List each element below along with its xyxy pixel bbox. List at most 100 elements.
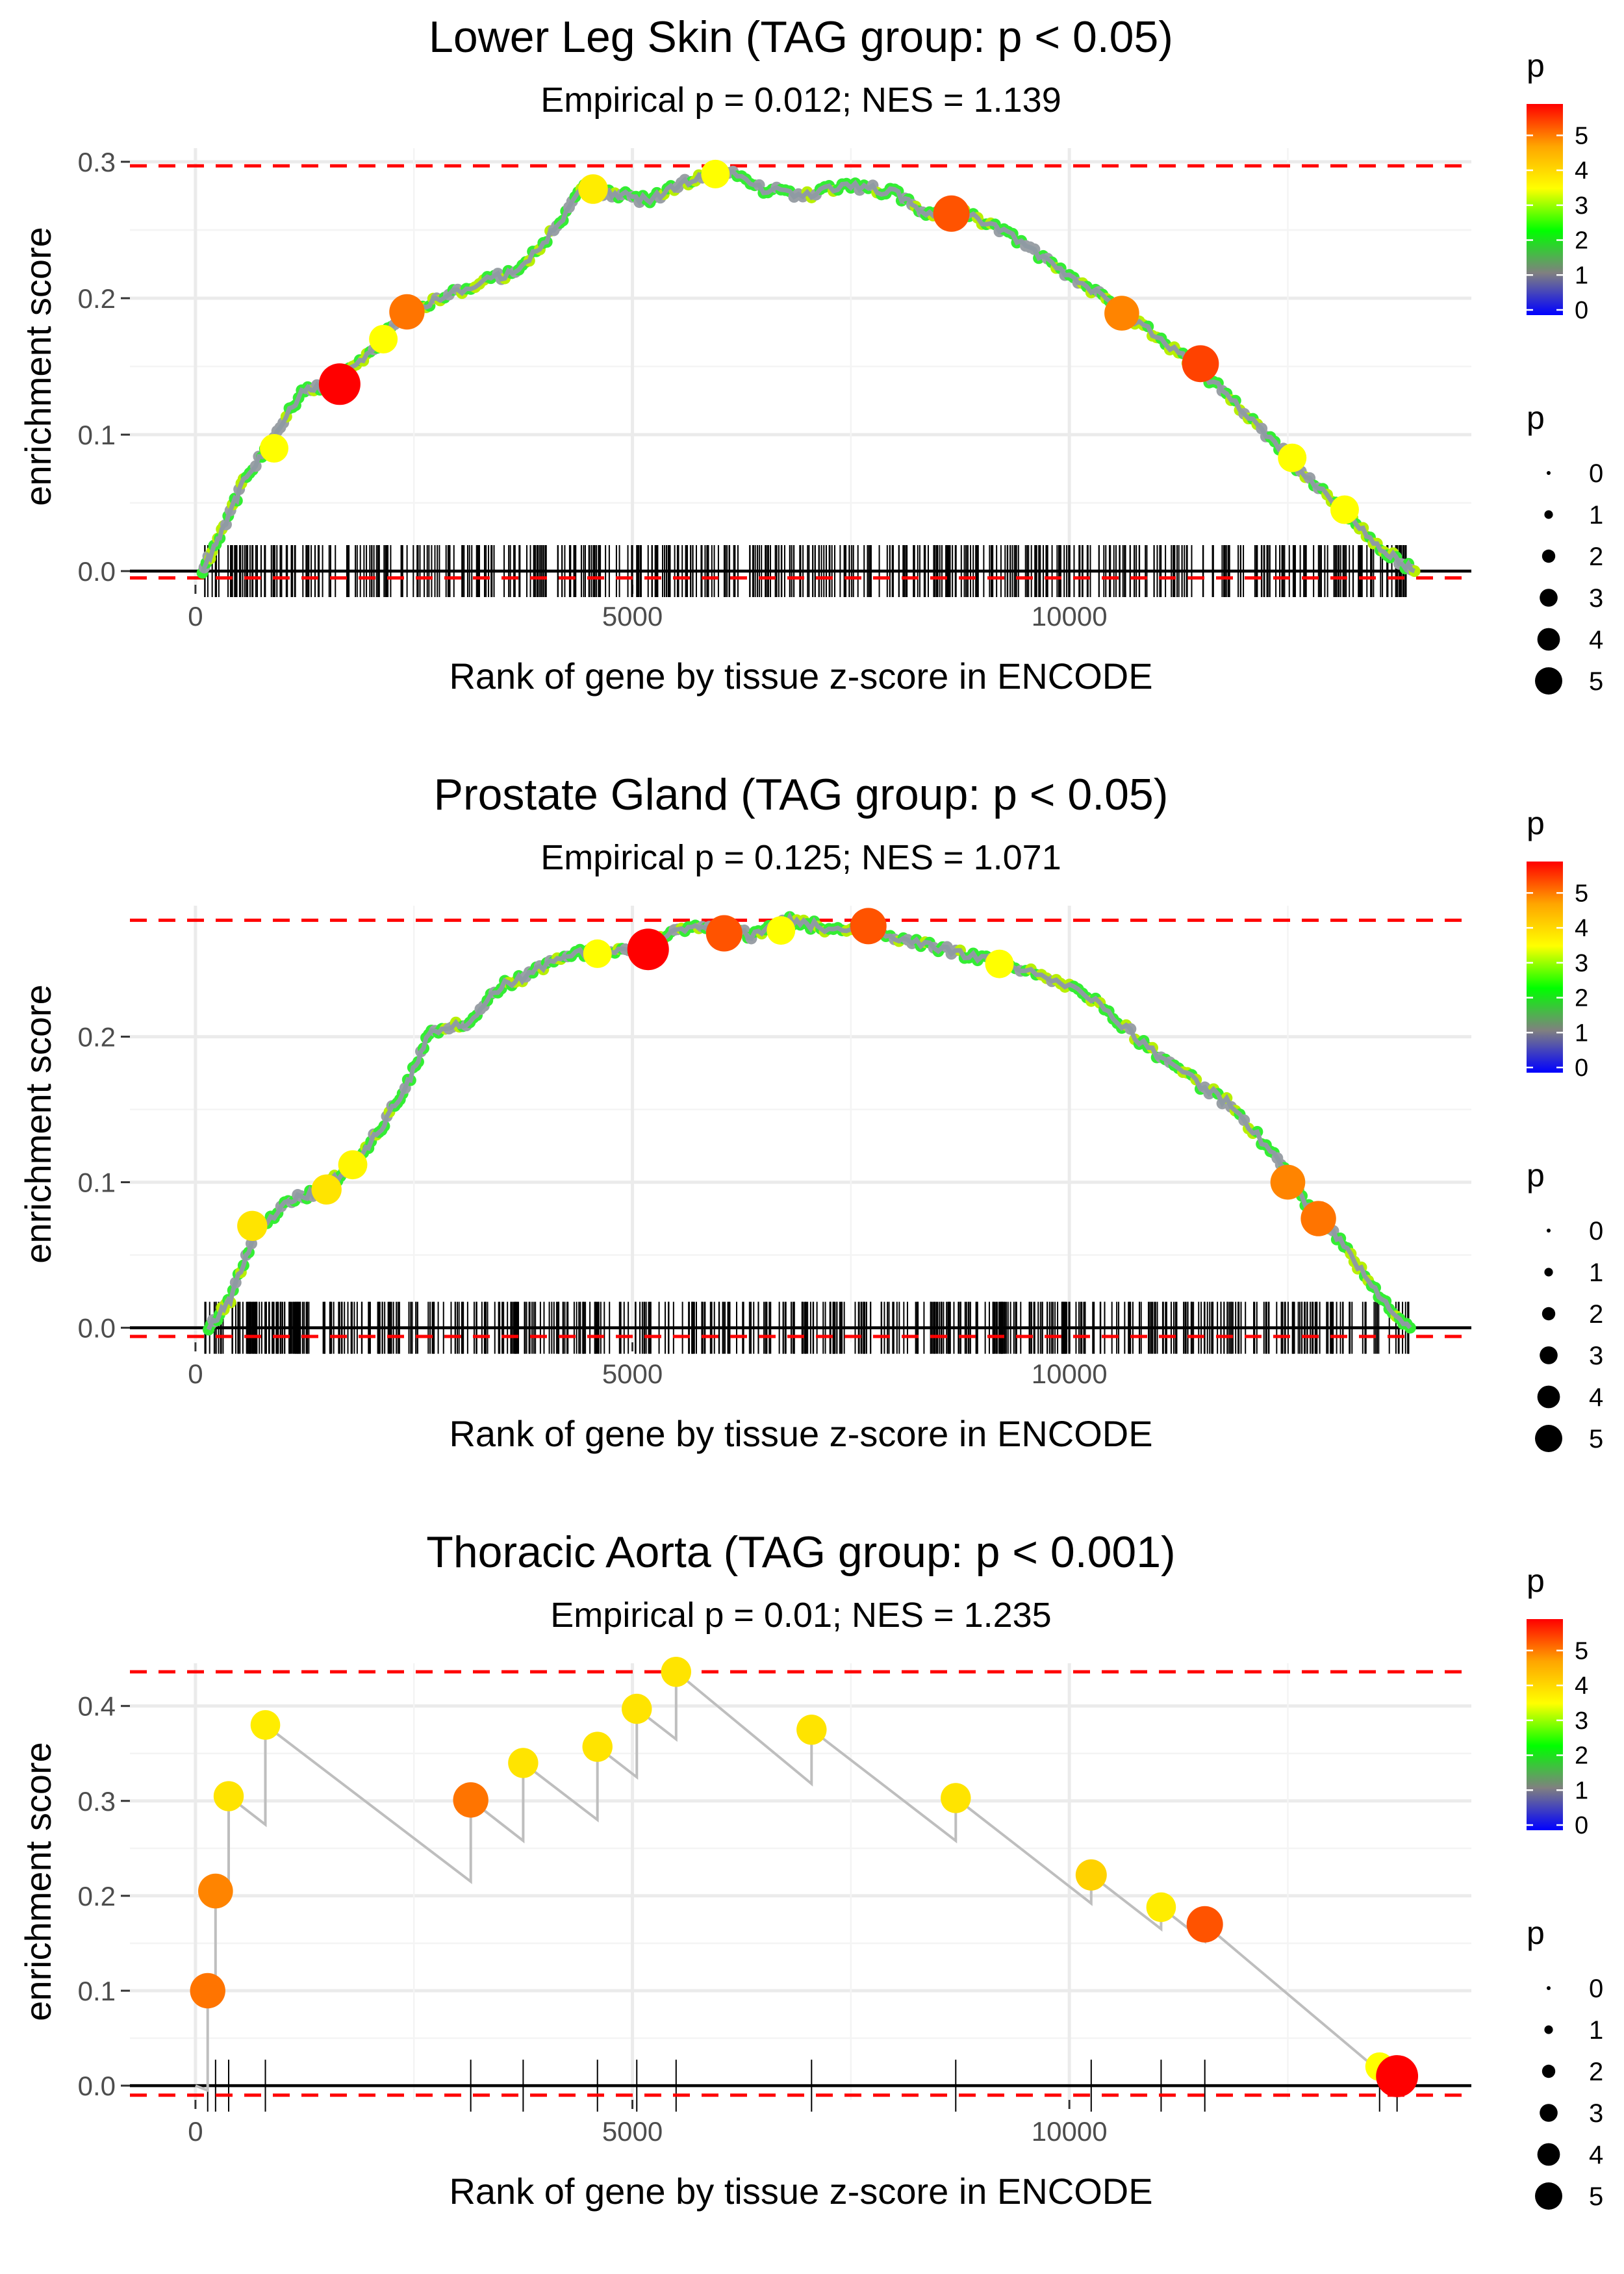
colorbar-tick-label: 5 bbox=[1575, 1637, 1588, 1665]
gene-point bbox=[453, 1782, 488, 1818]
gene-point bbox=[318, 363, 361, 405]
gene-point bbox=[259, 434, 288, 463]
x-axis-label: Rank of gene by tissue z-score in ENCODE bbox=[449, 656, 1152, 696]
size-legend-label: 1 bbox=[1589, 2016, 1603, 2045]
size-legend-dot bbox=[1540, 1346, 1558, 1364]
y-tick-label: 0.0 bbox=[78, 556, 116, 587]
colorbar-tick-label: 1 bbox=[1575, 262, 1588, 289]
x-tick-label: 10000 bbox=[1032, 2116, 1108, 2147]
gene-point bbox=[578, 174, 608, 204]
chart-title: Thoracic Aorta (TAG group: p < 0.001) bbox=[426, 1527, 1175, 1577]
gene-point bbox=[1186, 1906, 1223, 1943]
colorbar-tick-label: 1 bbox=[1575, 1777, 1588, 1804]
gene-point bbox=[1270, 1164, 1306, 1200]
gene-point bbox=[508, 1748, 539, 1778]
colorbar-tick-label: 2 bbox=[1575, 227, 1588, 255]
enrichment-curve bbox=[200, 164, 1415, 574]
y-tick-label: 0.1 bbox=[78, 1168, 116, 1198]
gene-point bbox=[1300, 1201, 1336, 1236]
size-legend-label: 0 bbox=[1589, 1974, 1603, 2003]
gene-point bbox=[796, 1715, 827, 1745]
x-axis-label: Rank of gene by tissue z-score in ENCODE bbox=[449, 1413, 1152, 1454]
x-tick-label: 0 bbox=[188, 2116, 203, 2147]
size-legend-dot bbox=[1537, 1385, 1560, 1409]
gene-point bbox=[933, 195, 970, 232]
significant-points bbox=[237, 908, 1336, 1242]
enrichment-curve bbox=[195, 1668, 1397, 2093]
x-axis-label: Rank of gene by tissue z-score in ENCODE bbox=[449, 2171, 1152, 2212]
significant-points bbox=[190, 1656, 1419, 2097]
size-legend-dot bbox=[1535, 667, 1562, 695]
colorbar-tick-label: 3 bbox=[1575, 1707, 1588, 1735]
size-legend-label: 3 bbox=[1589, 584, 1603, 613]
colorbar-tick-label: 0 bbox=[1575, 297, 1588, 324]
size-legend-dot bbox=[1537, 2143, 1560, 2166]
color-legend-title: p bbox=[1527, 47, 1545, 84]
gene-point bbox=[213, 1781, 244, 1811]
size-legend-dot bbox=[1547, 471, 1551, 475]
gene-point bbox=[627, 928, 669, 971]
chart-subtitle: Empirical p = 0.01; NES = 1.235 bbox=[550, 1596, 1051, 1635]
size-legend-dot bbox=[1547, 1229, 1551, 1233]
gene-point bbox=[661, 1656, 691, 1687]
x-tick-label: 10000 bbox=[1032, 601, 1108, 632]
chart-subtitle: Empirical p = 0.012; NES = 1.139 bbox=[540, 81, 1061, 120]
color-legend-title: p bbox=[1527, 805, 1545, 841]
gene-point bbox=[369, 325, 398, 353]
colorbar-tick-label: 1 bbox=[1575, 1019, 1588, 1047]
size-legend-title: p bbox=[1527, 1157, 1545, 1194]
colorbar-tick-label: 3 bbox=[1575, 192, 1588, 220]
gene-point bbox=[701, 159, 730, 188]
size-legend-dot bbox=[1547, 1986, 1551, 1990]
gene-point bbox=[250, 1710, 281, 1740]
grid bbox=[130, 148, 1471, 585]
x-tick-label: 5000 bbox=[602, 2116, 663, 2147]
size-legend-label: 3 bbox=[1589, 1342, 1603, 1370]
size-legend-label: 0 bbox=[1589, 1217, 1603, 1246]
size-legend-label: 1 bbox=[1589, 1258, 1603, 1287]
size-legend-label: 4 bbox=[1589, 1383, 1603, 1412]
gene-point bbox=[237, 1210, 268, 1242]
size-legend-label: 4 bbox=[1589, 626, 1603, 654]
x-tick-label: 5000 bbox=[602, 1359, 663, 1389]
gene-point bbox=[1278, 443, 1307, 472]
gene-point bbox=[1104, 296, 1139, 331]
x-tick-label: 0 bbox=[188, 1359, 203, 1389]
y-axis-label: enrichment score bbox=[18, 1742, 58, 2021]
colorbar-tick-label: 2 bbox=[1575, 985, 1588, 1012]
gene-point bbox=[1376, 2055, 1419, 2097]
gene-point bbox=[1182, 345, 1219, 383]
size-legend-dot bbox=[1542, 549, 1556, 563]
y-tick-label: 0.1 bbox=[78, 1976, 116, 2006]
size-legend-dot bbox=[1544, 510, 1553, 519]
size-legend-label: 5 bbox=[1589, 667, 1603, 696]
y-tick-label: 0.3 bbox=[78, 1786, 116, 1817]
gene-point bbox=[1330, 495, 1359, 524]
size-legend-dot bbox=[1540, 2104, 1558, 2122]
gene-point bbox=[190, 1973, 225, 2009]
significant-points bbox=[259, 159, 1359, 524]
gene-point bbox=[389, 294, 425, 330]
size-legend-label: 2 bbox=[1589, 543, 1603, 571]
size-legend-label: 3 bbox=[1589, 2099, 1603, 2128]
chart-panel-1: Lower Leg Skin (TAG group: p < 0.05) Empi… bbox=[18, 12, 1603, 696]
y-tick-label: 0.2 bbox=[78, 283, 116, 314]
colorbar-tick-label: 2 bbox=[1575, 1743, 1588, 1770]
size-legend-dot bbox=[1542, 1307, 1556, 1321]
gene-point bbox=[767, 916, 796, 945]
size-legend-label: 5 bbox=[1589, 1425, 1603, 1453]
legend: p 0 1 2 3 4 5 p 0 1 2 3 4 5 bbox=[1527, 805, 1603, 1453]
y-tick-label: 0.4 bbox=[78, 1691, 116, 1722]
colorbar-tick-label: 5 bbox=[1575, 880, 1588, 907]
legend: p 0 1 2 3 4 5 p 0 1 2 3 4 5 bbox=[1527, 47, 1603, 696]
size-legend-dot bbox=[1542, 2064, 1556, 2078]
size-legend-dot bbox=[1544, 1268, 1553, 1277]
gene-point bbox=[1075, 1859, 1107, 1891]
legend: p 0 1 2 3 4 5 p 0 1 2 3 4 5 bbox=[1527, 1563, 1603, 2211]
chart-panel-2: Prostate Gland (TAG group: p < 0.05) Empi… bbox=[18, 770, 1603, 1454]
colorbar-tick-label: 4 bbox=[1575, 1672, 1588, 1700]
y-tick-label: 0.3 bbox=[78, 147, 116, 177]
gene-point bbox=[622, 1693, 652, 1724]
gene-point bbox=[338, 1150, 368, 1180]
